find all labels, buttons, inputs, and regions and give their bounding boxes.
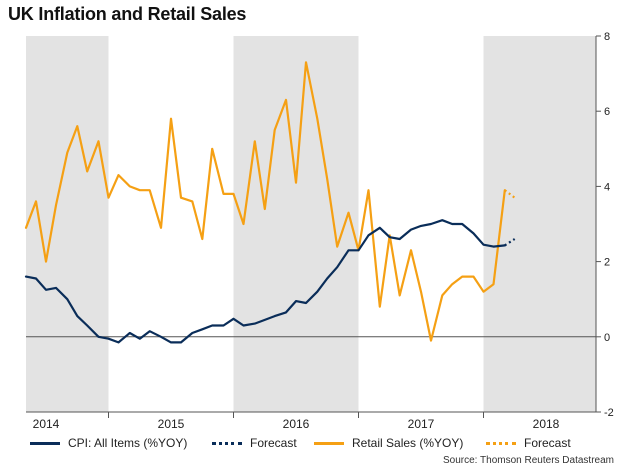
y-tick-label-6: 6 bbox=[604, 106, 610, 118]
chart-title: UK Inflation and Retail Sales bbox=[8, 4, 247, 24]
retail-sales-forecast-line bbox=[504, 189, 516, 199]
source-note: Source: Thomson Reuters Datastream bbox=[442, 455, 614, 466]
legend-label-cpi-forecast: Forecast bbox=[250, 436, 297, 450]
x-year-label-2018: 2018 bbox=[533, 417, 560, 431]
shaded-band-0 bbox=[26, 36, 109, 412]
y-tick-label-8: 8 bbox=[604, 31, 610, 43]
legend-swatch-retail-sales bbox=[314, 441, 344, 445]
cpi-line bbox=[24, 219, 506, 344]
legend-item-cpi: CPI: All Items (%YOY) bbox=[30, 436, 187, 450]
legend-item-cpi-forecast: Forecast bbox=[212, 436, 297, 450]
shaded-band-2 bbox=[483, 36, 596, 412]
x-year-label-2016: 2016 bbox=[283, 417, 310, 431]
x-year-label-2017: 2017 bbox=[408, 417, 435, 431]
y-tick-labels: -2 0 2 4 6 8 bbox=[596, 31, 614, 419]
cpi-forecast-line bbox=[504, 238, 516, 247]
y-tick-label-4: 4 bbox=[604, 181, 610, 193]
legend-item-rs-forecast: Forecast bbox=[486, 436, 571, 450]
y-tick-label--2: -2 bbox=[604, 407, 614, 419]
legend-item-retail-sales: Retail Sales (%YOY) bbox=[314, 436, 463, 450]
retail-sales-line bbox=[24, 61, 506, 342]
y-tick-label-0: 0 bbox=[604, 332, 610, 344]
x-year-label-2015: 2015 bbox=[158, 417, 185, 431]
legend-label-rs-forecast: Forecast bbox=[524, 436, 571, 450]
x-year-label-2014: 2014 bbox=[33, 417, 60, 431]
legend-label-retail-sales: Retail Sales (%YOY) bbox=[352, 436, 464, 450]
shaded-band-1 bbox=[233, 36, 359, 412]
legend-swatch-cpi bbox=[30, 441, 60, 445]
x-year-labels: 2014 2015 2016 2017 2018 bbox=[33, 417, 560, 431]
axes bbox=[26, 36, 597, 413]
legend-swatch-rs-forecast bbox=[486, 441, 516, 445]
y-tick-label-2: 2 bbox=[604, 257, 610, 269]
legend: CPI: All Items (%YOY) Forecast Retail Sa… bbox=[0, 436, 626, 456]
series-lines bbox=[24, 61, 516, 344]
legend-label-cpi: CPI: All Items (%YOY) bbox=[68, 436, 188, 450]
legend-swatch-cpi-forecast bbox=[212, 441, 242, 445]
year-boundaries bbox=[108, 412, 484, 418]
